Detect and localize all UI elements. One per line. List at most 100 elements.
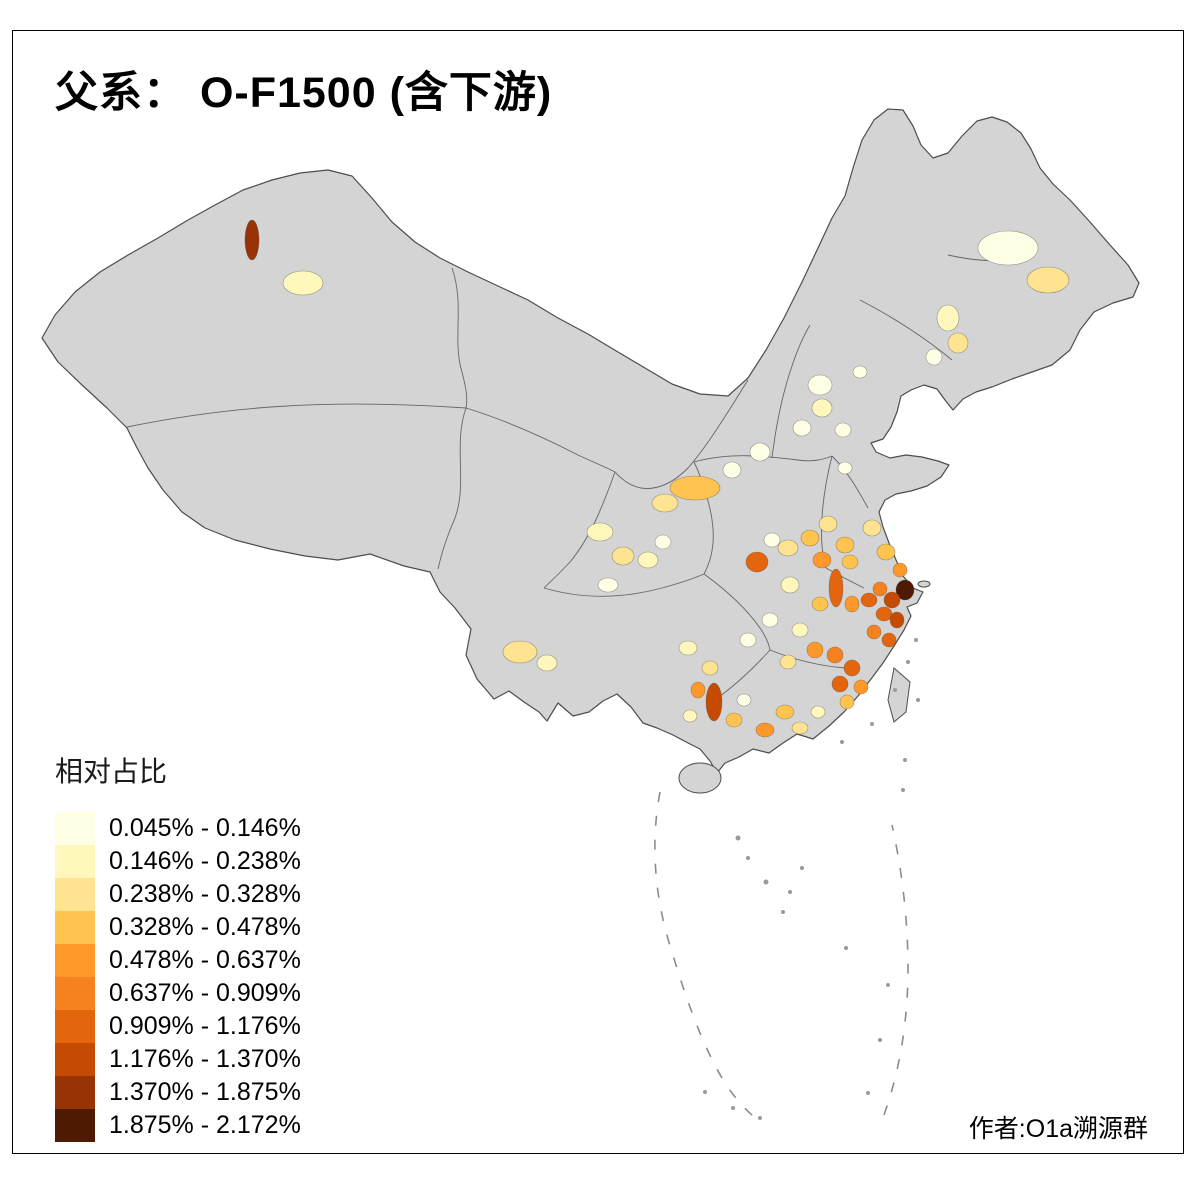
author-credit: 作者:O1a溯源群 bbox=[968, 1115, 1148, 1143]
map-region bbox=[502, 640, 538, 664]
map-region bbox=[843, 659, 861, 677]
map-region bbox=[669, 475, 721, 501]
legend-swatch bbox=[55, 878, 95, 911]
legend-swatch bbox=[55, 812, 95, 845]
legend-swatch bbox=[55, 1109, 95, 1142]
map-region bbox=[755, 722, 775, 738]
map-region bbox=[791, 622, 809, 638]
map-region bbox=[835, 536, 855, 554]
map-region bbox=[745, 551, 769, 573]
taiwan-island bbox=[887, 667, 911, 723]
map-region bbox=[597, 577, 619, 593]
map-region bbox=[690, 681, 706, 699]
legend-row: 0.637% - 0.909% bbox=[55, 977, 301, 1010]
map-region bbox=[806, 641, 824, 659]
islands bbox=[678, 580, 931, 794]
map-region bbox=[839, 694, 855, 710]
map-region bbox=[749, 442, 771, 462]
map-region bbox=[844, 595, 860, 613]
legend-swatch bbox=[55, 944, 95, 977]
map-region bbox=[807, 374, 833, 396]
legend-row: 0.146% - 0.238% bbox=[55, 845, 301, 878]
map-region bbox=[853, 679, 869, 695]
map-region bbox=[682, 709, 698, 723]
map-region bbox=[831, 675, 849, 693]
legend-label: 0.045% - 0.146% bbox=[109, 814, 301, 842]
map-region bbox=[739, 632, 757, 648]
map-region bbox=[875, 606, 893, 622]
sea-islets bbox=[703, 638, 920, 1120]
map-region bbox=[872, 581, 888, 597]
map-region bbox=[282, 270, 324, 296]
legend-label: 0.328% - 0.478% bbox=[109, 913, 301, 941]
nine-dash-line bbox=[654, 791, 909, 1121]
legend-swatch bbox=[55, 911, 95, 944]
map-region bbox=[761, 612, 779, 628]
map-region bbox=[895, 579, 915, 601]
map-region bbox=[780, 576, 800, 594]
map-region bbox=[837, 461, 853, 475]
legend-label: 0.478% - 0.637% bbox=[109, 946, 301, 974]
hainan-island bbox=[678, 762, 722, 794]
legend: 相对占比 0.045% - 0.146% 0.146% - 0.238% 0.238… bbox=[55, 750, 301, 1142]
legend-swatch bbox=[55, 977, 95, 1010]
map-region bbox=[678, 640, 698, 656]
legend-row: 0.045% - 0.146% bbox=[55, 812, 301, 845]
map-region bbox=[725, 712, 743, 728]
legend-swatch bbox=[55, 1043, 95, 1076]
legend-label: 1.370% - 1.875% bbox=[109, 1078, 301, 1106]
legend-rows: 0.045% - 0.146% 0.146% - 0.238% 0.238% - 0… bbox=[55, 812, 301, 1142]
map-region bbox=[637, 551, 659, 569]
map-region bbox=[244, 219, 260, 261]
china-outline bbox=[41, 108, 1140, 774]
map-region bbox=[775, 704, 795, 720]
map-region bbox=[779, 654, 797, 670]
choropleth-regions bbox=[244, 219, 1070, 738]
legend-row: 0.478% - 0.637% bbox=[55, 944, 301, 977]
map-region bbox=[852, 365, 868, 379]
legend-swatch bbox=[55, 1076, 95, 1109]
legend-row: 0.238% - 0.328% bbox=[55, 878, 301, 911]
map-region bbox=[947, 332, 969, 354]
map-region bbox=[651, 493, 679, 513]
legend-title: 相对占比 bbox=[55, 756, 168, 787]
map-region bbox=[862, 519, 882, 537]
map-region bbox=[611, 546, 635, 566]
map-region bbox=[977, 230, 1039, 266]
legend-label: 0.238% - 0.328% bbox=[109, 880, 301, 908]
legend-row: 0.328% - 0.478% bbox=[55, 911, 301, 944]
map-region bbox=[654, 534, 672, 550]
legend-label: 0.909% - 1.176% bbox=[109, 1012, 301, 1040]
map-region bbox=[810, 705, 826, 719]
legend-label: 0.637% - 0.909% bbox=[109, 979, 301, 1007]
legend-row: 1.176% - 1.370% bbox=[55, 1043, 301, 1076]
map-region bbox=[811, 596, 829, 612]
map-region bbox=[777, 539, 799, 557]
map-region bbox=[925, 348, 943, 366]
map-region bbox=[881, 632, 897, 648]
map-region bbox=[791, 721, 809, 735]
map-region bbox=[792, 419, 812, 437]
map-region bbox=[828, 568, 844, 608]
legend-swatch bbox=[55, 845, 95, 878]
map-region bbox=[763, 532, 781, 548]
map-region bbox=[866, 624, 882, 640]
map-region bbox=[883, 591, 901, 609]
legend-label: 1.875% - 2.172% bbox=[109, 1111, 301, 1139]
map-region bbox=[705, 682, 723, 722]
map-region bbox=[818, 515, 838, 533]
map-region bbox=[892, 562, 908, 578]
page-title: 父系： O-F1500 (含下游) bbox=[55, 69, 553, 117]
map-region bbox=[834, 422, 852, 438]
map-region bbox=[800, 529, 820, 547]
map-region bbox=[701, 660, 719, 676]
legend-swatch bbox=[55, 1010, 95, 1043]
map-region bbox=[536, 654, 558, 672]
map-region bbox=[936, 304, 960, 332]
legend-row: 0.909% - 1.176% bbox=[55, 1010, 301, 1043]
map-region bbox=[826, 646, 844, 664]
map-region bbox=[1026, 266, 1070, 294]
province-borders bbox=[126, 254, 1029, 703]
legend-row: 1.875% - 2.172% bbox=[55, 1109, 301, 1142]
